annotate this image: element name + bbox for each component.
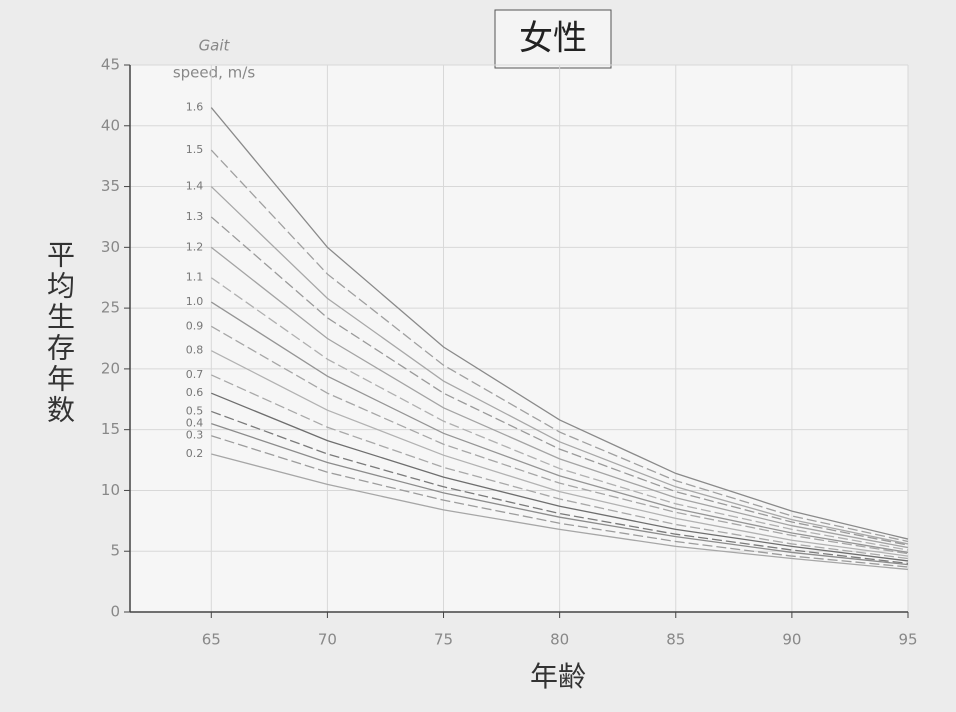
series-line bbox=[210, 186, 909, 545]
series-label: 1.5 bbox=[186, 143, 204, 156]
y-tick-label: 45 bbox=[101, 56, 120, 74]
series-label: 0.7 bbox=[186, 368, 204, 381]
plot-area bbox=[130, 65, 908, 612]
x-tick-label: 80 bbox=[550, 631, 569, 649]
series-label: 0.3 bbox=[186, 429, 204, 442]
series-line bbox=[210, 246, 909, 549]
legend-title: Gait bbox=[199, 37, 231, 55]
series-line bbox=[210, 107, 909, 540]
series-label: 0.4 bbox=[186, 417, 204, 430]
series-line bbox=[211, 422, 909, 566]
series-line bbox=[211, 453, 909, 571]
series-label: 1.2 bbox=[186, 240, 204, 253]
series-line bbox=[211, 374, 909, 560]
series-line bbox=[210, 350, 909, 557]
y-tick-label: 20 bbox=[101, 359, 120, 377]
series-label: 0.5 bbox=[186, 404, 204, 417]
y-tick-label: 35 bbox=[101, 177, 120, 195]
series-line bbox=[210, 149, 909, 543]
x-tick-label: 85 bbox=[666, 631, 685, 649]
series-line bbox=[210, 277, 909, 551]
x-tick-label: 70 bbox=[318, 631, 337, 649]
series-label: 1.3 bbox=[186, 210, 204, 223]
legend-title: speed, m/s bbox=[173, 64, 256, 82]
y-tick-label: 40 bbox=[101, 116, 120, 134]
y-tick-label: 30 bbox=[101, 238, 120, 256]
series-label: 1.6 bbox=[186, 101, 204, 114]
series-label: 0.8 bbox=[186, 344, 204, 357]
series-line bbox=[211, 392, 909, 562]
series-label: 1.1 bbox=[186, 271, 204, 284]
y-tick-label: 10 bbox=[101, 481, 120, 499]
series-line bbox=[210, 301, 909, 554]
x-tick-label: 90 bbox=[782, 631, 801, 649]
y-axis-label: 平均生存年数 bbox=[43, 240, 76, 426]
y-tick-label: 0 bbox=[110, 603, 120, 621]
y-tick-label: 25 bbox=[101, 299, 120, 317]
y-tick-label: 15 bbox=[101, 420, 120, 438]
x-tick-label: 65 bbox=[202, 631, 221, 649]
series-label: 1.0 bbox=[186, 295, 204, 308]
chart-title: 女性 bbox=[519, 19, 587, 59]
series-line bbox=[211, 435, 909, 568]
x-axis-label: 年齢 bbox=[530, 660, 586, 693]
x-tick-label: 95 bbox=[898, 631, 917, 649]
series-label: 0.2 bbox=[186, 447, 204, 460]
series-line bbox=[210, 325, 909, 555]
series-line bbox=[210, 216, 909, 546]
x-tick-label: 75 bbox=[434, 631, 453, 649]
title-box bbox=[494, 9, 612, 69]
series-label: 0.6 bbox=[186, 386, 204, 399]
y-tick-label: 5 bbox=[110, 542, 120, 560]
series-label: 1.4 bbox=[186, 180, 204, 193]
series-label: 0.9 bbox=[186, 319, 204, 332]
